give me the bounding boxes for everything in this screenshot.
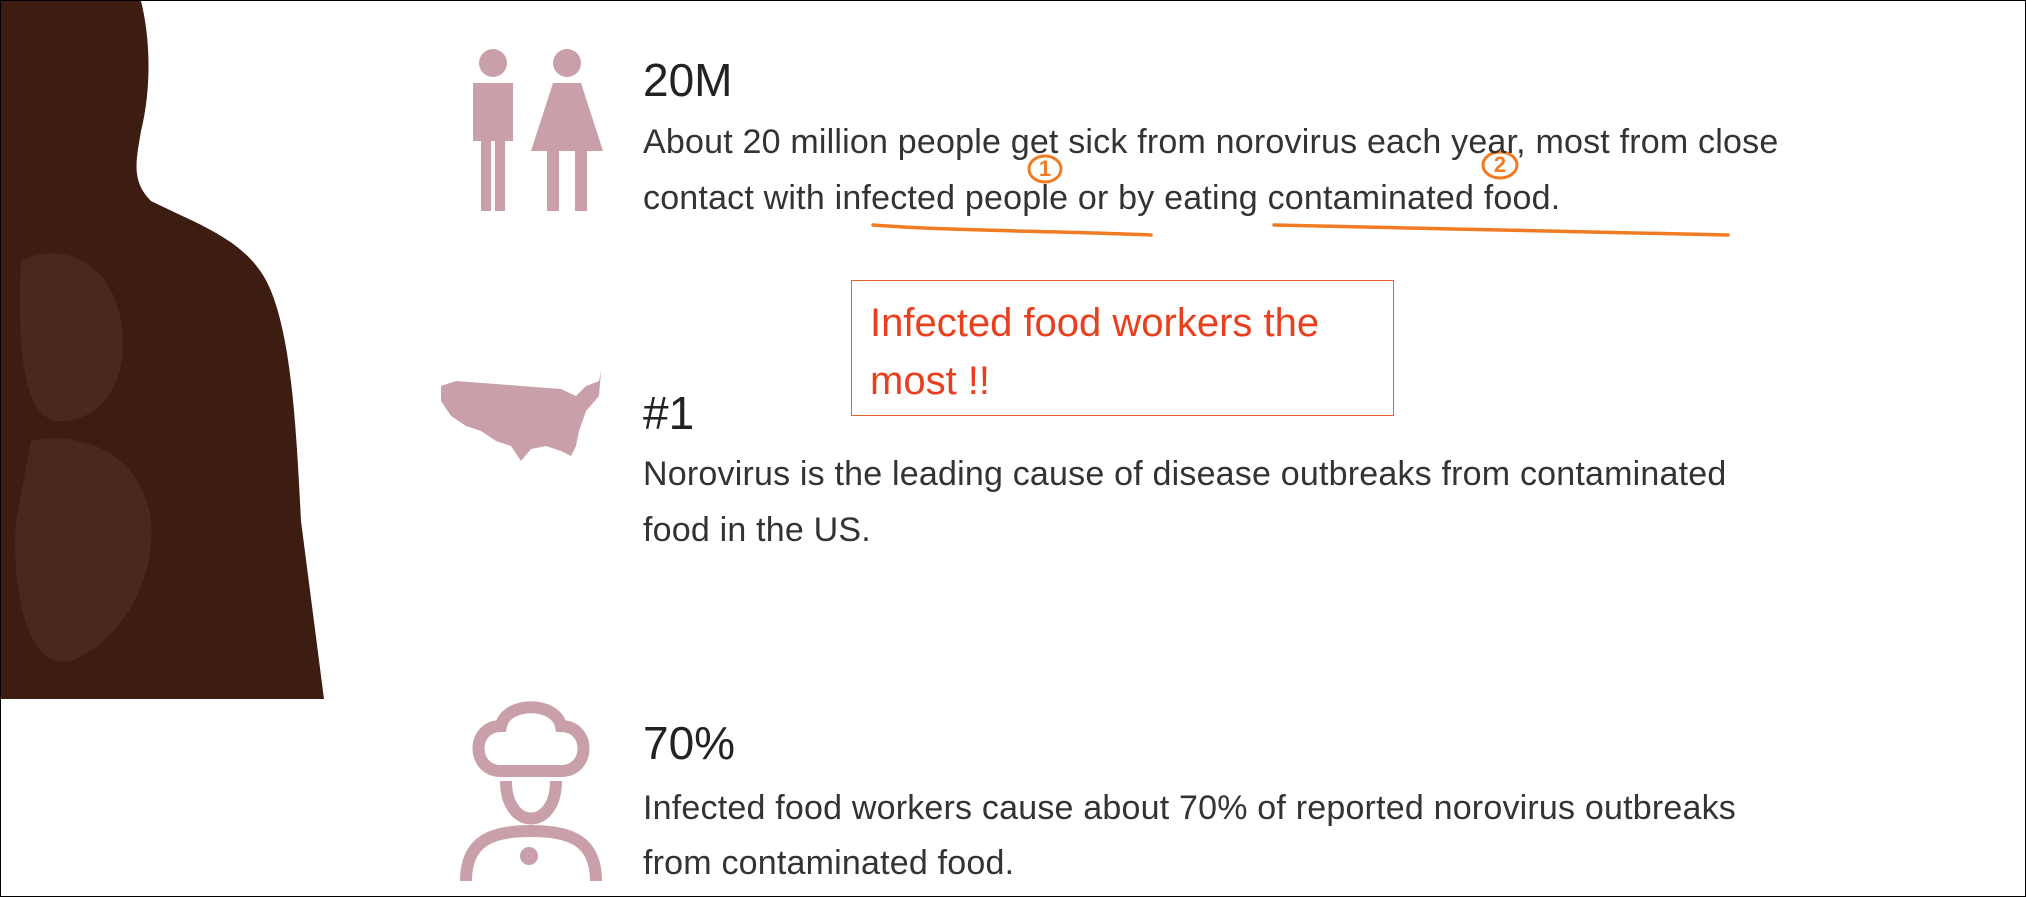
stat: 20M: [643, 54, 733, 106]
chef-icon: [460, 701, 602, 882]
description: About 20 million people get sick from no…: [643, 123, 1779, 161]
note-text: Infected food workers the: [870, 301, 1320, 345]
people-icon: [473, 49, 603, 211]
underline: [1272, 223, 1730, 237]
description: from contaminated food.: [643, 844, 1015, 882]
us-map-icon: [441, 371, 601, 461]
underline: [871, 223, 1153, 237]
note-box: Infected food workers the most !!: [851, 280, 1394, 416]
description: food in the US.: [643, 511, 871, 549]
description: Infected food workers cause about 70% of…: [643, 789, 1736, 827]
stat: #1: [643, 387, 695, 439]
organs: [15, 253, 152, 662]
description: Norovirus is the leading cause of diseas…: [643, 455, 1727, 493]
circle-mark-label: 1: [1039, 156, 1051, 181]
description: contact with infected people or by eatin…: [643, 179, 1561, 217]
circle-mark: [1481, 150, 1519, 180]
circle-mark: [1027, 154, 1063, 184]
stat: 70%: [643, 717, 736, 769]
note-text: most !!: [870, 359, 991, 403]
circle-mark-label: 2: [1494, 152, 1506, 177]
